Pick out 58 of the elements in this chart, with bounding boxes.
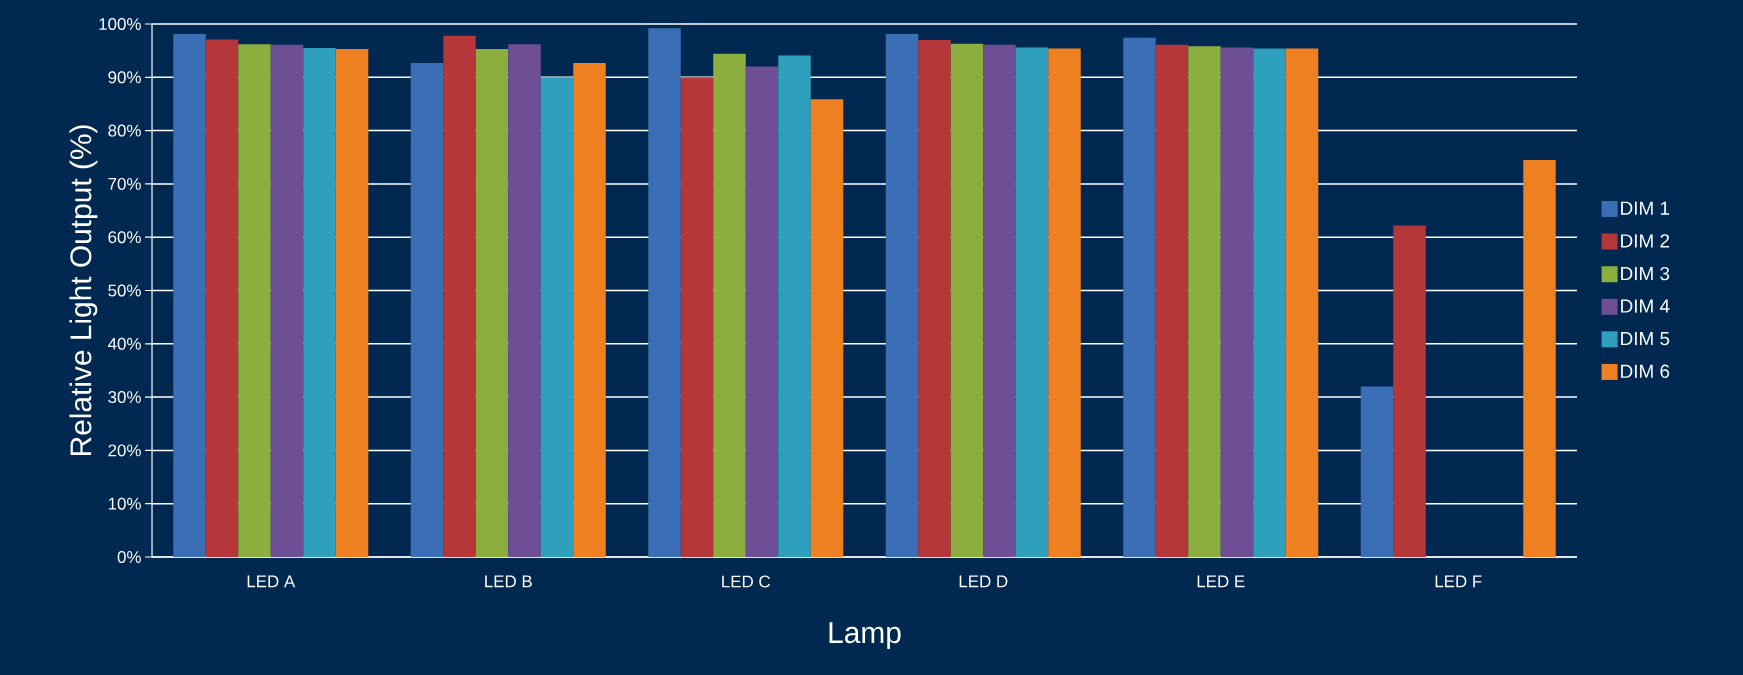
bar: [1015, 47, 1049, 557]
bar: [238, 44, 271, 557]
bar: [1523, 159, 1556, 557]
y-tick-label: 20%: [108, 444, 141, 457]
bar: [885, 34, 919, 557]
legend-label: DIM 3: [1621, 266, 1670, 281]
bar: [270, 44, 304, 557]
bar: [1123, 37, 1156, 557]
y-tick-label: 40%: [107, 337, 141, 350]
y-tick-label: 90%: [108, 71, 141, 84]
y-tick-label: 30%: [108, 391, 141, 404]
bar: [508, 44, 541, 557]
bar: [335, 49, 369, 557]
bar: [1048, 48, 1081, 557]
legend-label: DIM 5: [1621, 332, 1670, 346]
bar: [1360, 386, 1394, 557]
bar: [810, 99, 844, 557]
bar: [205, 39, 239, 557]
y-tick-label: 0%: [117, 550, 141, 563]
bar: [713, 53, 746, 557]
y-tick-label: 10%: [108, 497, 141, 510]
bar: [1220, 47, 1254, 557]
bar: [1253, 48, 1286, 557]
y-tick-label: 50%: [108, 284, 141, 297]
bar: [648, 28, 681, 557]
x-tick-label: LED E: [1197, 575, 1245, 588]
bar: [173, 34, 206, 557]
y-tick-label: 80%: [108, 124, 141, 137]
y-tick-label: 100%: [99, 17, 141, 30]
legend-label: DIM 1: [1621, 201, 1670, 215]
x-axis-title: Lamp: [829, 622, 901, 650]
bar: [745, 66, 779, 557]
bar: [540, 77, 574, 557]
bar: [1393, 225, 1426, 557]
x-tick-label: LED F: [1435, 575, 1482, 588]
bar: [1188, 46, 1221, 557]
y-tick-label: 70%: [108, 177, 141, 190]
bar: [1285, 48, 1319, 557]
bar: [680, 77, 714, 557]
bar: [573, 62, 606, 557]
bar: [410, 62, 444, 557]
bar: [778, 55, 811, 557]
x-tick-label: LED A: [247, 575, 296, 588]
x-tick-label: LED C: [722, 575, 771, 588]
legend-label: DIM 6: [1621, 364, 1670, 378]
bar: [950, 43, 984, 557]
y-tick-label: 60%: [108, 231, 141, 244]
y-axis-title: Relative Light Output (%): [69, 125, 98, 455]
bar: [983, 44, 1016, 557]
legend-label: DIM 2: [1621, 234, 1670, 248]
bar: [918, 39, 951, 557]
bar: [1155, 44, 1189, 557]
x-tick-label: LED D: [959, 575, 1008, 588]
bar: [475, 49, 509, 557]
bar: [303, 47, 336, 557]
x-tick-label: LED B: [485, 575, 532, 588]
legend-label: DIM 4: [1621, 299, 1670, 313]
bar: [443, 35, 476, 557]
